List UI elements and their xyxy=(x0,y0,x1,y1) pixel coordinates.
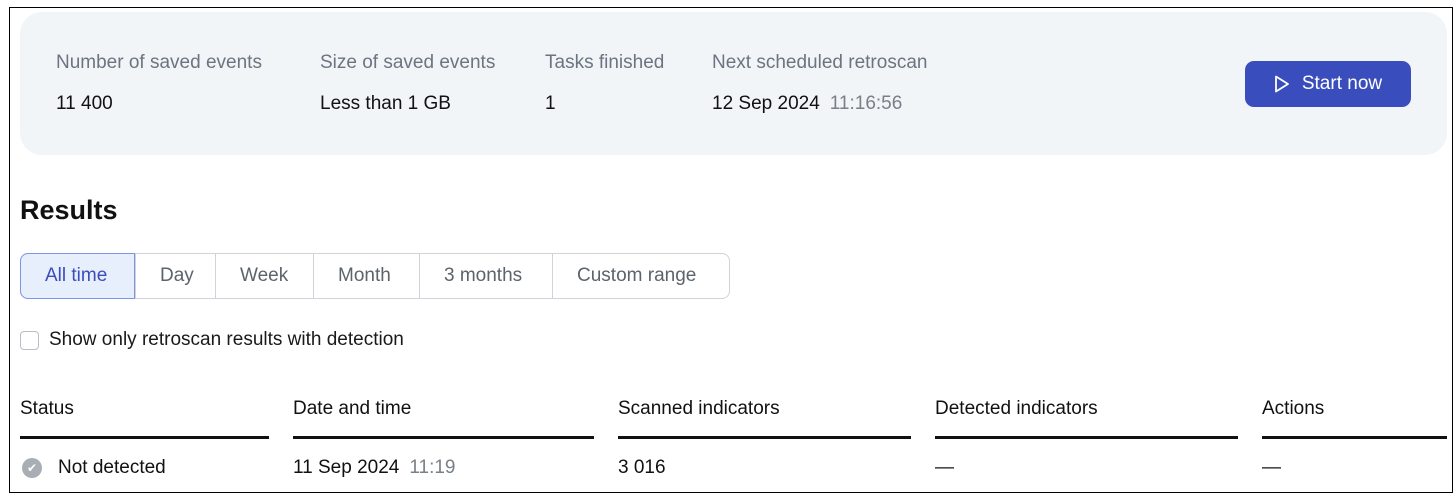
range-day[interactable]: Day xyxy=(135,254,215,298)
stat-value: Less than 1 GB xyxy=(320,93,451,114)
column-header-scanned[interactable]: Scanned indicators xyxy=(618,398,911,439)
stat-value: 12 Sep 2024 11:16:56 xyxy=(712,93,927,115)
stat-saved-events: Number of saved events 11 400 xyxy=(56,52,262,115)
check-circle-icon: ✔ xyxy=(22,458,42,478)
stat-next-retroscan: Next scheduled retroscan 12 Sep 2024 11:1… xyxy=(712,52,927,115)
stat-label: Tasks finished xyxy=(545,52,665,73)
range-all-time[interactable]: All time xyxy=(20,253,135,299)
results-title: Results xyxy=(20,195,118,225)
detection-filter-label: Show only retroscan results with detecti… xyxy=(49,329,404,350)
status-text: Not detected xyxy=(58,457,166,478)
range-week[interactable]: Week xyxy=(215,254,313,298)
play-icon xyxy=(1274,75,1289,93)
detection-filter[interactable]: Show only retroscan results with detecti… xyxy=(20,329,404,351)
stat-label: Next scheduled retroscan xyxy=(712,52,928,73)
detection-filter-checkbox[interactable] xyxy=(20,330,39,350)
status-cell: ✔ Not detected xyxy=(22,457,166,479)
range-custom[interactable]: Custom range xyxy=(552,254,729,298)
range-month[interactable]: Month xyxy=(313,254,419,298)
stat-size: Size of saved events Less than 1 GB xyxy=(320,52,495,115)
scanned-cell: 3 016 xyxy=(618,457,666,478)
range-3-months[interactable]: 3 months xyxy=(419,254,552,298)
stat-value: 1 xyxy=(545,93,556,114)
detected-cell: — xyxy=(935,457,954,478)
row-time: 11:19 xyxy=(409,457,456,478)
column-header-date[interactable]: Date and time xyxy=(293,398,594,439)
summary-card xyxy=(20,12,1447,155)
date-cell: 11 Sep 2024 11:19 xyxy=(293,457,456,479)
start-now-button[interactable]: Start now xyxy=(1245,61,1411,107)
stat-label: Size of saved events xyxy=(320,52,496,73)
next-time: 11:16:56 xyxy=(829,93,903,114)
stat-tasks: Tasks finished 1 xyxy=(545,52,664,115)
column-header-actions: Actions xyxy=(1262,398,1447,439)
stat-label: Number of saved events xyxy=(56,52,262,73)
time-range-selector: All time Day Week Month 3 months Custom … xyxy=(20,253,730,299)
start-now-label: Start now xyxy=(1301,73,1383,94)
row-date: 11 Sep 2024 xyxy=(293,457,400,478)
column-header-detected[interactable]: Detected indicators xyxy=(935,398,1238,439)
stat-value: 11 400 xyxy=(56,93,113,114)
column-header-status[interactable]: Status xyxy=(20,398,269,439)
window-frame xyxy=(9,7,1453,493)
actions-cell: — xyxy=(1262,457,1281,478)
next-date: 12 Sep 2024 xyxy=(712,93,820,114)
